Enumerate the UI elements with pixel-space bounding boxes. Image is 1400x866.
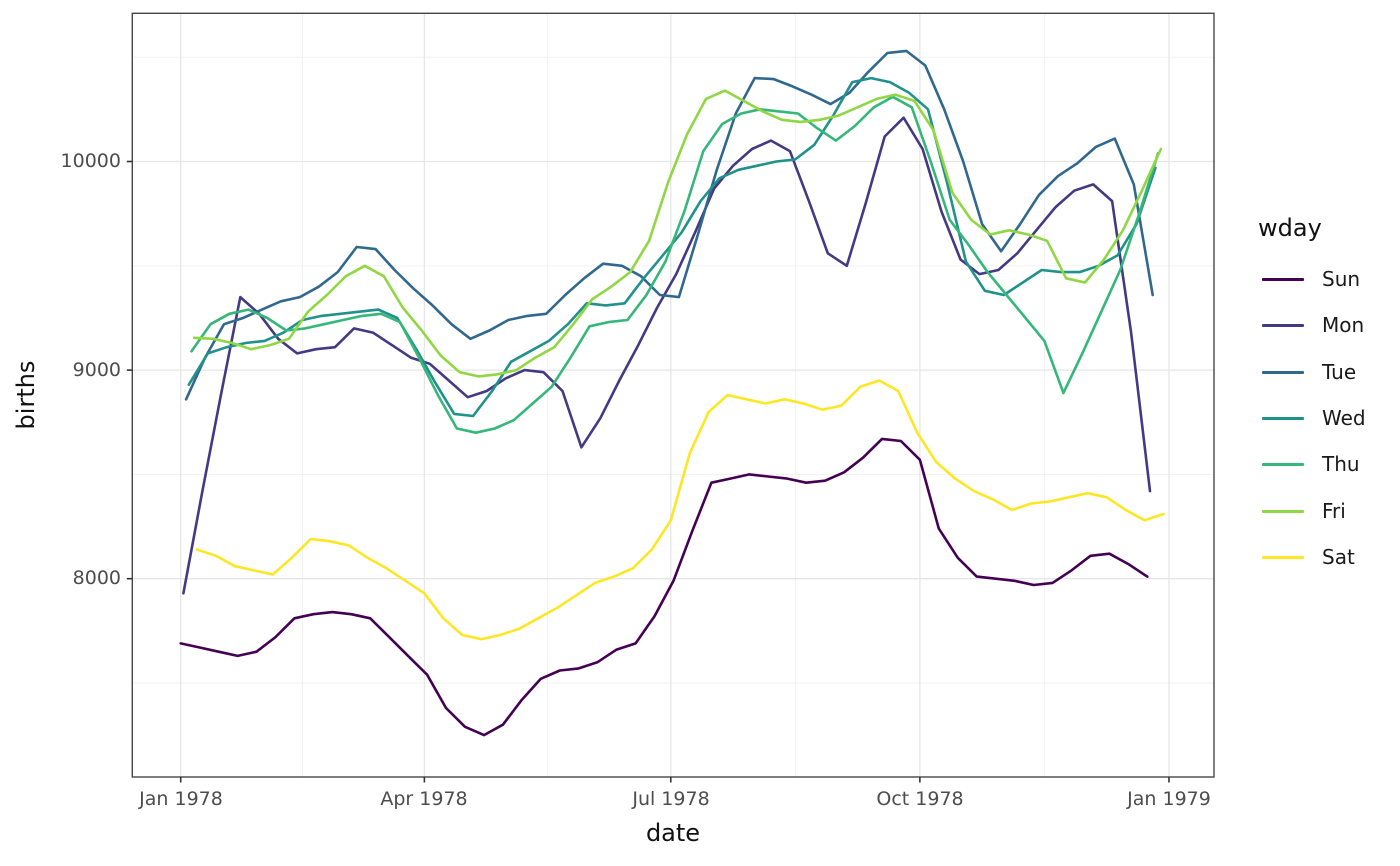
series-line-sat (195, 379, 1165, 641)
series-line-sun (179, 437, 1149, 737)
legend-key-sun-line-icon (1262, 277, 1304, 281)
y-axis-title: births (12, 360, 40, 430)
legend-label-sat: Sat (1322, 545, 1355, 569)
x-axis-title: date (645, 819, 701, 847)
legend-key-wed-line-icon (1262, 416, 1304, 420)
legend-key-fri-line-icon (1262, 509, 1304, 513)
legend-label-wed: Wed (1322, 406, 1366, 430)
x-tick-label-apr-1978: Apr 1978 (380, 788, 468, 810)
legend-key-sat-line-icon (1262, 555, 1304, 559)
legend-entry-thu: Thu (1262, 449, 1400, 479)
legend-entry-wed: Wed (1262, 403, 1400, 433)
series-line-tue (184, 49, 1154, 401)
panel-border (131, 12, 1215, 778)
legend-entry-sat: Sat (1262, 542, 1400, 572)
y-tick-label-9000: 9000 (72, 359, 121, 381)
legend-label-sun: Sun (1322, 267, 1361, 291)
legend-entry-fri: Fri (1262, 496, 1400, 526)
legend-entry-sun: Sun (1262, 264, 1400, 294)
x-tick-label-jan-1978: Jan 1978 (139, 788, 223, 810)
legend-label-tue: Tue (1322, 360, 1357, 384)
series-line-thu (190, 95, 1160, 435)
plot-panel (132, 13, 1214, 778)
legend: wday Sun Mon Tue Wed Thu Fri Sat (1256, 0, 1400, 866)
y-tick-label-10000: 10000 (60, 150, 121, 172)
legend-label-mon: Mon (1322, 313, 1365, 337)
x-tick-label-jan-1979: Jan 1979 (1127, 788, 1211, 810)
x-tick-label-jul-1978: Jul 1978 (632, 788, 710, 810)
legend-entry-tue: Tue (1262, 357, 1400, 387)
legend-key-tue-line-icon (1262, 370, 1304, 374)
legend-label-thu: Thu (1322, 452, 1360, 476)
x-tick-label-oct-1978: Oct 1978 (876, 788, 964, 810)
legend-label-fri: Fri (1322, 499, 1346, 523)
legend-title: wday (1258, 214, 1322, 242)
legend-key-mon-line-icon (1262, 323, 1304, 327)
series-line-fri (192, 89, 1163, 378)
legend-key-thu-line-icon (1262, 462, 1304, 466)
legend-entry-mon: Mon (1262, 310, 1400, 340)
y-tick-label-8000: 8000 (72, 567, 121, 589)
